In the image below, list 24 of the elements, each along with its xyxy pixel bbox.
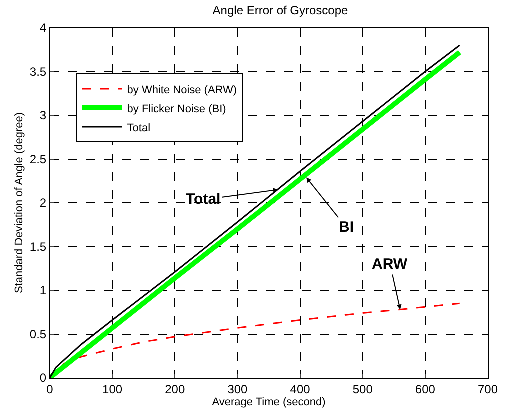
y-tick-label: 2 xyxy=(40,196,47,210)
x-tick-label: 200 xyxy=(165,382,186,396)
legend-label: by White Noise (ARW) xyxy=(127,84,238,96)
x-tick-label: 100 xyxy=(102,382,123,396)
y-tick-label: 1.5 xyxy=(30,240,47,254)
legend-label: by Flicker Noise (BI) xyxy=(127,103,226,116)
annotation: BI xyxy=(339,219,354,236)
annotation: ARW xyxy=(372,256,408,273)
x-tick-label: 700 xyxy=(478,382,498,396)
y-axis-title: Standard Deviation of Angle (degree) xyxy=(14,112,26,294)
x-tick-label: 500 xyxy=(352,382,374,396)
y-tick-label: 3.5 xyxy=(30,64,47,79)
x-tick-label: 400 xyxy=(290,382,311,396)
y-tick-label: 2.5 xyxy=(30,152,47,166)
x-tick-label: 600 xyxy=(415,382,436,396)
y-tick-label: 0.5 xyxy=(30,327,47,342)
legend-label: Total xyxy=(127,122,151,134)
y-tick-label: 3 xyxy=(40,108,47,123)
x-axis-title: Average Time (second) xyxy=(212,396,326,409)
y-tick-label: 4 xyxy=(40,21,47,36)
y-tick-label: 1 xyxy=(40,284,47,298)
x-tick-label: 300 xyxy=(228,382,248,396)
chart-title: Angle Error of Gyroscope xyxy=(212,4,349,18)
y-tick-label: 0 xyxy=(40,371,47,386)
